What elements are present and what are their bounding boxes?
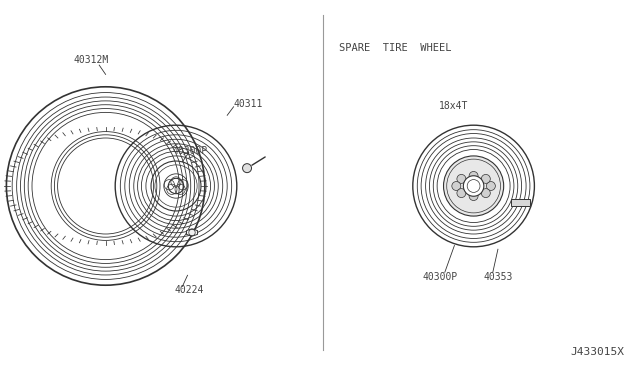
Text: J433015X: J433015X [570,347,624,356]
Circle shape [457,174,466,183]
Text: SPARE  TIRE  WHEEL: SPARE TIRE WHEEL [339,44,452,53]
Polygon shape [186,229,198,236]
Circle shape [486,182,495,190]
Text: 40300P: 40300P [422,272,458,282]
Text: 40312M: 40312M [74,55,109,64]
Circle shape [481,189,490,198]
Text: 40311: 40311 [234,99,263,109]
Circle shape [463,176,484,196]
FancyBboxPatch shape [511,199,531,206]
Circle shape [469,171,478,180]
Circle shape [469,192,478,201]
Text: 40300P: 40300P [173,146,208,155]
Circle shape [452,182,461,190]
Text: 40353: 40353 [483,272,513,282]
Circle shape [481,174,490,183]
Text: 40224: 40224 [174,285,204,295]
Circle shape [243,164,252,173]
Text: 18x4T: 18x4T [438,101,468,111]
Circle shape [444,156,504,216]
Circle shape [457,189,466,198]
